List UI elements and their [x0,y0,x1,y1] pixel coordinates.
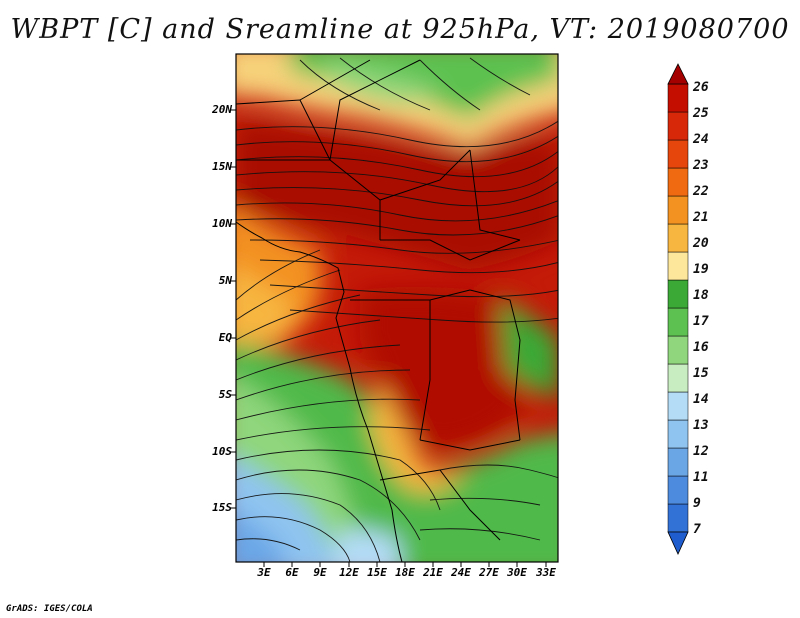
lon-label-12e: 12E [339,566,359,579]
colorbar-label: 22 [693,184,709,199]
lon-label-3e: 3E [257,566,271,579]
lon-label-21e: 21E [423,566,443,579]
map-frame [235,53,559,563]
colorbar-swatch [667,363,689,393]
colorbar-swatch [667,111,689,141]
lon-label-9e: 9E [313,566,327,579]
lat-label-10n: 10N [212,217,232,230]
colorbar-swatch [667,167,689,197]
lat-label-10s: 10S [212,445,232,458]
colorbar-swatch [667,475,689,505]
colorbar [667,63,689,555]
colorbar-swatch [667,279,689,309]
colorbar-swatch [667,223,689,253]
colorbar-label: 17 [693,314,709,329]
colorbar-swatch [667,195,689,225]
lon-label-15e: 15E [367,566,387,579]
colorbar-label: 21 [693,210,709,225]
colorbar-swatch [667,139,689,169]
colorbar-swatch [667,391,689,421]
lon-label-30e: 30E [507,566,527,579]
colorbar-top-arrow [667,63,689,85]
colorbar-bottom-arrow [667,531,689,555]
latitude-ticks [231,109,236,509]
colorbar-swatch [667,83,689,113]
colorbar-swatch [667,251,689,281]
colorbar-label: 11 [693,470,709,485]
colorbar-label: 26 [693,80,709,95]
lat-label-15s: 15S [212,501,232,514]
colorbar-label: 18 [693,288,709,303]
temperature-field [236,54,558,562]
colorbar-swatch [667,503,689,533]
colorbar-swatch [667,419,689,449]
colorbar-label: 13 [693,418,709,433]
lon-label-6e: 6E [285,566,299,579]
lat-label-20n: 20N [212,103,232,116]
colorbar-label: 19 [693,262,709,277]
colorbar-label: 15 [693,366,709,381]
colorbar-label: 20 [693,236,709,251]
lon-label-18e: 18E [395,566,415,579]
colorbar-label: 25 [693,106,709,121]
colorbar-label: 23 [693,158,709,173]
longitude-ticks [263,562,547,567]
colorbar-label: 14 [693,392,709,407]
map-title: WBPT [C] and Sreamline at 925hPa, VT: 20… [10,14,790,45]
colorbar-label: 7 [693,522,701,537]
colorbar-label: 12 [693,444,709,459]
lat-label-5s: 5S [218,388,232,401]
lon-label-33e: 33E [536,566,556,579]
lat-label-15n: 15N [212,160,232,173]
lon-label-24e: 24E [451,566,471,579]
lat-label-5n: 5N [218,274,232,287]
colorbar-label: 24 [693,132,709,147]
colorbar-swatch [667,447,689,477]
streamlines [236,57,558,562]
lon-label-27e: 27E [479,566,499,579]
colorbar-swatch [667,335,689,365]
lat-label-eq: EQ [218,331,232,344]
grads-credit: GrADS: IGES/COLA [6,604,93,614]
colorbar-label: 16 [693,340,709,355]
colorbar-label: 9 [693,496,701,511]
colorbar-swatch [667,307,689,337]
country-borders [236,59,521,562]
